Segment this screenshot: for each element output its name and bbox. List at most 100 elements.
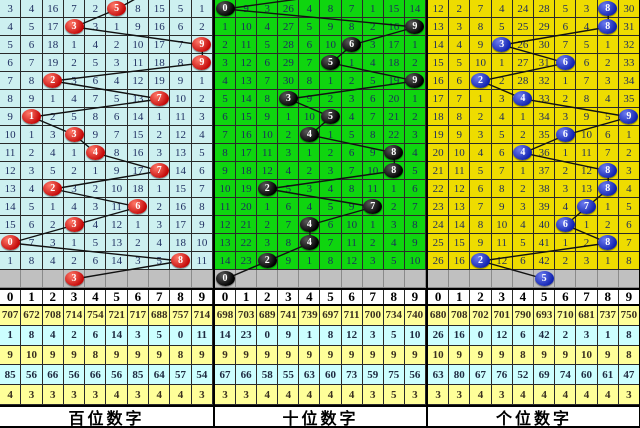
- grid-cell: 35: [618, 90, 639, 108]
- grid-cell: 16: [170, 198, 192, 216]
- grid-cell: 2: [320, 90, 342, 108]
- draw-ball: 4: [299, 127, 319, 142]
- grid-cell: 8: [215, 144, 237, 162]
- grid-cell: 13: [428, 18, 450, 36]
- grid-cell: 16: [449, 252, 471, 270]
- panel-footer-label: 十位数字: [215, 405, 426, 428]
- draw-ball: 7: [577, 199, 597, 214]
- grid-cell: 9: [236, 0, 258, 18]
- grid-cell: 22: [236, 234, 258, 252]
- grid-cell: 9: [21, 90, 43, 108]
- stats-cell: 9: [236, 345, 258, 366]
- grid-cell: 2: [512, 126, 535, 144]
- grid-cell: 6: [191, 162, 213, 180]
- grid-cell: 7: [341, 0, 363, 18]
- grid-cell: 4: [21, 180, 43, 198]
- grid-cell: 2: [404, 108, 426, 126]
- grid-cell: 5: [257, 36, 279, 54]
- grid-cell: 2: [618, 144, 639, 162]
- stats-cell: 4: [278, 385, 300, 405]
- grid-cell: 5: [341, 126, 363, 144]
- grid-row: 3 12 6 29 7 5 1 4 18 2: [215, 54, 426, 72]
- stats-cell: 76: [491, 365, 513, 386]
- grid-cell: 7: [576, 72, 598, 90]
- grid-cell: 6: [512, 252, 535, 270]
- stats-cell: 741: [278, 306, 300, 326]
- grid-cell: 1: [63, 144, 86, 162]
- grid-cell: 1: [21, 126, 43, 144]
- grid-cell: 16: [428, 72, 450, 90]
- grid-cell: 23: [236, 252, 258, 270]
- stats-cell: 66: [42, 365, 64, 386]
- grid-cell: 10: [170, 90, 192, 108]
- grid-cell: 30: [278, 72, 300, 90]
- grid-cell: 5: [170, 0, 192, 18]
- grid-row: 18 8 2 4 1 34 3 9 5 9: [428, 108, 639, 126]
- stats-cell: 56: [404, 365, 426, 386]
- grid-cell: 9: [404, 72, 426, 90]
- grid-cell: 11: [257, 144, 279, 162]
- stats-cell: 3: [618, 385, 639, 405]
- grid-cell: 1: [299, 144, 321, 162]
- grid-cell: 4: [576, 18, 598, 36]
- grid-cell: 4: [299, 234, 321, 252]
- draw-ball: 0: [0, 235, 20, 250]
- grid-cell: 4: [63, 90, 86, 108]
- stats-cell: 714: [63, 306, 86, 326]
- stats-cell: 11: [191, 325, 213, 346]
- stats-block: 680 708 702 701 790 693 710 681 737 750 26 16 0 12 6 42…: [428, 306, 639, 405]
- grid-cell: 22: [383, 126, 405, 144]
- stats-cell: 5: [383, 325, 405, 346]
- grid-cell: 6: [555, 126, 577, 144]
- pending-row: 0: [215, 270, 426, 288]
- stats-cell: 2: [63, 325, 86, 346]
- draw-ball: 3: [64, 271, 84, 286]
- draw-ball: 2: [257, 253, 277, 268]
- stats-cell: 12: [491, 325, 513, 346]
- grid-cell: 5: [512, 234, 535, 252]
- grid-cell: 5: [449, 54, 471, 72]
- grid-cell: 5: [618, 198, 639, 216]
- grid-cell: 1: [576, 216, 598, 234]
- grid-cell: 2: [362, 18, 384, 36]
- grid-cell: 2: [257, 216, 279, 234]
- grid-cell: [320, 270, 342, 288]
- grid-cell: 17: [149, 36, 171, 54]
- draw-ball: 5: [321, 109, 341, 124]
- grid-cell: 4: [299, 198, 321, 216]
- grid-cell: 4: [597, 90, 619, 108]
- grid-cell: [42, 270, 64, 288]
- draw-ball: 7: [363, 199, 383, 214]
- stats-cell: 9: [449, 345, 471, 366]
- grid-cell: 1: [362, 216, 384, 234]
- grid-cell: 25: [512, 18, 535, 36]
- grid-cell: 5: [534, 270, 556, 288]
- stats-cell: 26: [428, 325, 450, 346]
- stats-cell: 67: [470, 365, 492, 386]
- grid-cell: 6: [278, 198, 300, 216]
- stats-cell: 4: [42, 325, 64, 346]
- grid-cell: 9: [106, 162, 128, 180]
- grid-cell: 8: [341, 180, 363, 198]
- grid-row: 12 3 5 2 1 9 17 7 14 6: [0, 162, 213, 180]
- grid-cell: 19: [42, 54, 64, 72]
- grid-cell: 2: [42, 72, 64, 90]
- grid-row: 14 4 9 3 26 30 7 5 1 32: [428, 36, 639, 54]
- grid-cell: 24: [512, 0, 535, 18]
- stats-cell: 56: [63, 365, 86, 386]
- grid-cell: 23: [428, 198, 450, 216]
- draw-ball: 4: [299, 235, 319, 250]
- grid-cell: 10: [127, 36, 150, 54]
- grid-cell: 11: [576, 144, 598, 162]
- grid-cell: 2: [127, 234, 150, 252]
- grid-cell: 3: [42, 126, 64, 144]
- grid-cell: 2: [257, 252, 279, 270]
- grid-row: 3 4 16 7 2 5 8 15 5 1: [0, 0, 213, 18]
- grid-row: 16 6 2 2 28 32 1 7 3 34: [428, 72, 639, 90]
- grid-cell: 3: [63, 18, 86, 36]
- grid-cell: 13: [576, 180, 598, 198]
- grid-cell: 3: [257, 0, 279, 18]
- digit-header-cell: 5: [534, 289, 556, 304]
- stats-cell: 9: [555, 345, 577, 366]
- trend-grid-units: 12 2 7 4 24 28 5 3 8 30 13 3 8 5 25 29 6 4 8 31 14 4 9 3 26 30 7 5 1…: [428, 0, 639, 288]
